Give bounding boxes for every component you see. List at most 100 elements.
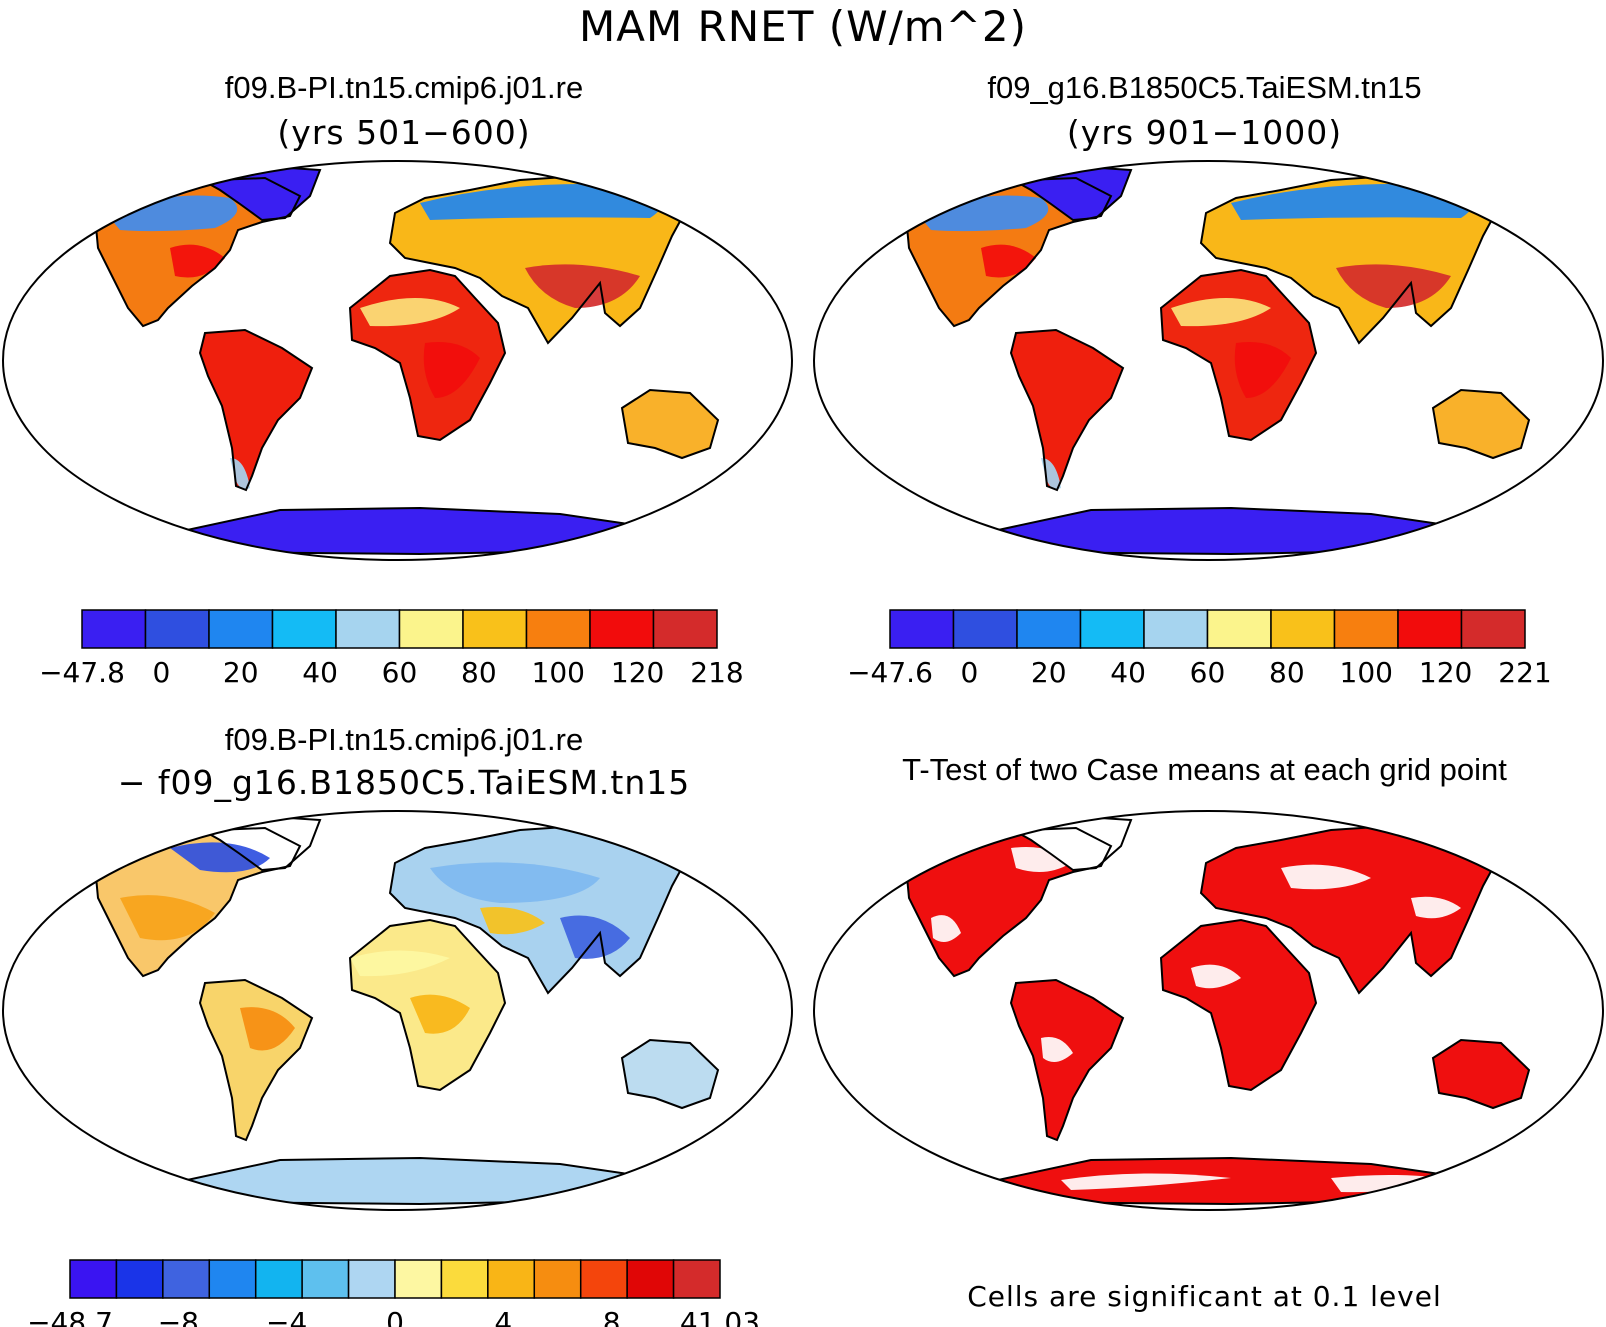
colorbar-swatch	[889, 609, 955, 649]
colorbar-swatch	[626, 1259, 675, 1299]
land-southAmerica	[1011, 980, 1123, 1140]
panel1-subtitle: (yrs 501−600)	[277, 113, 531, 152]
panel3-title: f09.B-PI.tn15.cmip6.j01.re	[224, 722, 584, 757]
panel3-colorbar: −48.7 −8 −4 0 4 8 41.03	[27, 1259, 760, 1327]
colorbar-swatch	[1460, 609, 1526, 649]
colorbar-label: 40	[302, 656, 338, 688]
coastline-southAmerica	[1009, 328, 1125, 492]
coastline-northAmerica	[904, 826, 1113, 978]
colorbar-swatch	[69, 1259, 118, 1299]
coastline-australia	[620, 1038, 720, 1110]
field-blob	[360, 298, 460, 327]
land-australia	[1433, 1040, 1529, 1108]
field-blob	[170, 244, 225, 278]
panel1-title: f09.B-PI.tn15.cmip6.j01.re	[224, 70, 584, 105]
colorbar-label: 120	[1419, 656, 1472, 688]
land-southAmerica	[200, 330, 312, 490]
field-blob	[120, 895, 215, 941]
map-border	[813, 160, 1604, 561]
panel4-map	[813, 810, 1604, 1211]
coastline-eurasia	[388, 174, 692, 345]
colorbar-swatch	[394, 1259, 443, 1299]
field-blob	[410, 994, 470, 1034]
land-africa	[1161, 920, 1316, 1090]
colorbar-swatch	[1079, 609, 1145, 649]
colorbar-swatch	[254, 1259, 303, 1299]
map-field	[814, 161, 1603, 560]
land-australia	[622, 390, 718, 458]
colorbar-label: 41.03	[680, 1306, 760, 1327]
colorbar-swatch	[589, 609, 655, 649]
map-border	[813, 810, 1604, 1211]
colorbar-label: −4	[266, 1306, 307, 1327]
colorbar-swatch	[440, 1259, 489, 1299]
field-blob	[430, 862, 600, 903]
colorbar-swatch	[335, 609, 401, 649]
colorbar-label: 20	[1031, 656, 1067, 688]
field-blob	[1011, 847, 1071, 872]
panel2-subtitle: (yrs 901−1000)	[1066, 113, 1343, 152]
coastline-northAmerica	[904, 176, 1113, 328]
field-blob	[1331, 1174, 1471, 1193]
field-blob	[423, 342, 480, 398]
field-blob	[480, 907, 545, 935]
field-blob	[1041, 1037, 1073, 1062]
colorbar-swatch	[525, 609, 591, 649]
field-blob	[1061, 1173, 1231, 1190]
colorbar-swatch	[347, 1259, 396, 1299]
field-blob	[230, 458, 250, 490]
coastline-africa	[348, 268, 507, 442]
panel1-colorbar: −47.8 0 20 40 60 80 100 120 218	[39, 609, 744, 688]
colorbar-swatch	[672, 1259, 721, 1299]
colorbar-label: 221	[1498, 656, 1551, 688]
panel3-subtitle: − f09_g16.B1850C5.TaiESM.tn15	[117, 763, 691, 802]
map-border	[2, 160, 793, 561]
coastline-northAmerica	[93, 176, 302, 328]
colorbar-label: 120	[611, 656, 664, 688]
land-australia	[1433, 390, 1529, 458]
panel4-title: T-Test of two Case means at each grid po…	[902, 752, 1507, 787]
panel4-footnote: Cells are significant at 0.1 level	[967, 1280, 1442, 1313]
colorbar-swatch	[301, 1259, 350, 1299]
land-eurasia	[1201, 826, 1501, 993]
colorbar-label: −47.6	[847, 656, 933, 688]
panel2-colorbar: −47.6 0 20 40 60 80 100 120 221	[847, 609, 1552, 688]
field-blob	[525, 264, 640, 308]
colorbar-swatch	[533, 1259, 582, 1299]
field-blob	[1411, 896, 1461, 919]
colorbar-swatch	[208, 609, 274, 649]
field-blob	[170, 842, 270, 873]
coastline-australia	[1431, 388, 1531, 460]
colorbar-swatch	[1397, 609, 1463, 649]
field-blob	[1191, 964, 1241, 989]
colorbar-swatch	[115, 1259, 164, 1299]
panel2-title: f09_g16.B1850C5.TaiESM.tn15	[987, 70, 1422, 105]
colorbar-swatch	[208, 1259, 257, 1299]
colorbar-swatch	[162, 1259, 211, 1299]
figure-title: MAM RNET (W/m^2)	[579, 2, 1027, 51]
coastline-africa	[1159, 918, 1318, 1092]
colorbar-swatch	[1143, 609, 1209, 649]
coastline-southAmerica	[1009, 978, 1125, 1142]
colorbar-swatch	[81, 609, 147, 649]
colorbar-label: −47.8	[39, 656, 125, 688]
colorbar-label: 0	[152, 656, 170, 688]
coastline-eurasia	[1199, 174, 1503, 345]
land-southAmerica	[1011, 330, 1123, 490]
colorbar-swatch	[487, 1259, 536, 1299]
colorbar-label: 0	[386, 1306, 404, 1327]
colorbar-label: 100	[532, 656, 585, 688]
field-blob	[931, 915, 961, 942]
colorbar-label: 20	[223, 656, 259, 688]
colorbar-label: 80	[461, 656, 497, 688]
field-blob	[1336, 264, 1451, 308]
colorbar-label: 80	[1269, 656, 1305, 688]
colorbar-swatch	[462, 609, 528, 649]
field-blob	[1041, 458, 1061, 490]
panel2-map	[813, 160, 1604, 561]
coastline-eurasia	[388, 824, 692, 995]
colorbar-swatch	[1270, 609, 1336, 649]
colorbar-swatch	[1206, 609, 1272, 649]
coastline-northAmerica	[93, 826, 302, 978]
field-blob	[1281, 864, 1371, 890]
